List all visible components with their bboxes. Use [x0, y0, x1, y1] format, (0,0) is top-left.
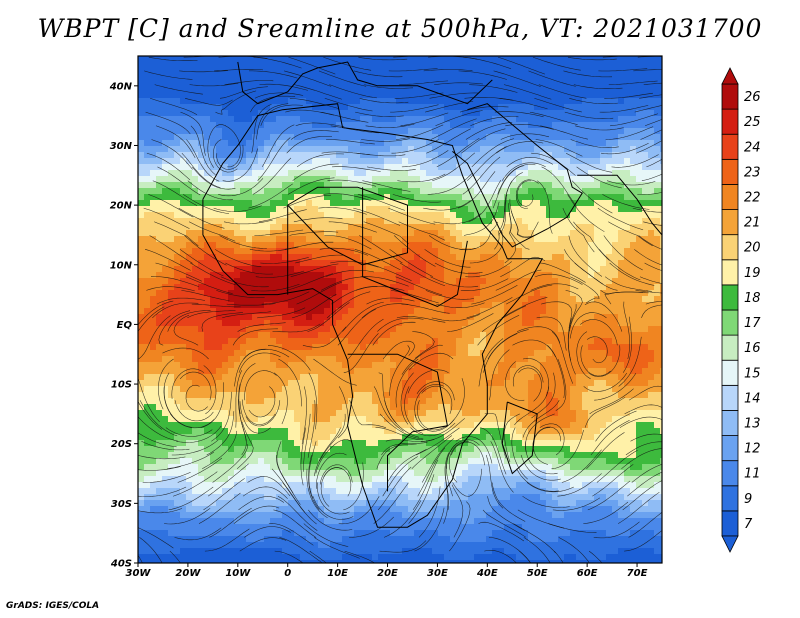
lon-tick-label: 20E — [377, 568, 398, 579]
lat-tick-label: 10N — [110, 260, 133, 271]
lat-tick-label: 20N — [110, 201, 133, 212]
grads-credit: GrADS: IGES/COLA — [6, 601, 100, 611]
lat-tick-label: 30N — [110, 141, 133, 152]
lon-tick-label: 40E — [476, 568, 498, 579]
colorbar-label: 16 — [744, 341, 761, 356]
colorbar-label: 11 — [744, 467, 761, 482]
colorbar-label: 13 — [744, 417, 761, 432]
lon-tick-label: 30W — [126, 568, 152, 579]
colorbar-swatch — [721, 83, 739, 110]
lat-tick-label: 40N — [109, 81, 133, 92]
lon-tick-label: 0 — [284, 568, 291, 579]
lat-axis: 40N 30N 20N 10N EQ 10S 20S 30S 40S — [109, 81, 138, 570]
colorbar-swatch — [721, 384, 739, 411]
colorbar-label: 18 — [744, 291, 761, 306]
colorbar-swatch — [721, 309, 739, 336]
colorbar-swatch — [721, 485, 739, 512]
colorbar: 7 9 11 12 13 14 15 16 17 18 19 20 21 22 23 24 25 26 — [721, 67, 761, 553]
colorbar-swatch — [721, 133, 739, 160]
lon-axis: 30W 20W 10W 0 10E 20E 30E 40E 50E 60E 70E — [126, 563, 648, 579]
colorbar-label: 26 — [744, 90, 761, 105]
colorbar-label: 21 — [744, 216, 761, 231]
wbpt-field — [138, 56, 662, 563]
colorbar-label: 23 — [744, 165, 761, 180]
colorbar-swatch — [721, 259, 739, 286]
colorbar-swatch — [721, 410, 739, 436]
map-title: WBPT [C] and Sreamline at 500hPa, VT: 20… — [37, 14, 763, 43]
colorbar-label: 14 — [744, 391, 761, 406]
lat-tick-label: 30S — [111, 499, 132, 510]
colorbar-label: 22 — [744, 191, 761, 206]
colorbar-label: 20 — [744, 241, 761, 256]
lon-tick-label: 10W — [225, 568, 251, 579]
plot-frame — [137, 55, 663, 564]
colorbar-label: 15 — [744, 366, 761, 381]
colorbar-swatch — [721, 108, 739, 135]
colorbar-swatch — [721, 234, 739, 261]
lon-tick-label: 50E — [527, 568, 548, 579]
colorbar-swatch — [721, 184, 739, 210]
lon-tick-label: 30E — [427, 568, 448, 579]
colorbar-label: 12 — [744, 442, 761, 457]
colorbar-swatch — [721, 460, 739, 487]
colorbar-label: 7 — [744, 517, 753, 532]
colorbar-label: 17 — [744, 316, 761, 331]
colorbar-max-arrow — [721, 67, 739, 85]
colorbar-label: 9 — [744, 492, 752, 507]
colorbar-swatch — [721, 359, 739, 386]
lon-tick-label: 70E — [627, 568, 648, 579]
streamlines — [138, 56, 662, 563]
colorbar-min-arrow — [721, 535, 739, 553]
colorbar-swatch — [721, 510, 739, 537]
colorbar-swatch — [721, 158, 739, 185]
colorbar-label: 25 — [744, 115, 761, 130]
lon-tick-label: 20W — [175, 568, 201, 579]
colorbar-label: 19 — [744, 266, 761, 281]
colorbar-swatch — [721, 284, 739, 311]
colorbar-swatch — [721, 334, 739, 361]
lat-tick-label: EQ — [117, 320, 133, 331]
coastlines — [202, 61, 662, 528]
colorbar-swatch — [721, 209, 739, 236]
lat-tick-label: 40S — [110, 559, 132, 570]
lat-tick-label: 20S — [111, 439, 132, 450]
lon-tick-label: 10E — [327, 568, 348, 579]
colorbar-swatch — [721, 435, 739, 462]
colorbar-label: 24 — [744, 140, 761, 155]
lon-tick-label: 60E — [577, 568, 598, 579]
lat-tick-label: 10S — [111, 380, 132, 391]
